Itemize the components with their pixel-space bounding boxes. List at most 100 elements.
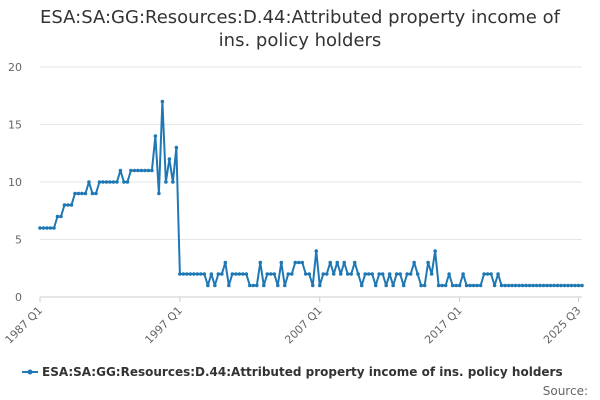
data-point[interactable]: [433, 249, 437, 253]
data-point[interactable]: [97, 180, 102, 184]
data-point[interactable]: [349, 272, 354, 276]
data-point[interactable]: [216, 272, 221, 276]
data-point[interactable]: [457, 283, 462, 288]
data-point[interactable]: [164, 180, 168, 184]
data-point[interactable]: [496, 272, 500, 276]
data-point[interactable]: [422, 283, 427, 288]
data-point[interactable]: [52, 226, 56, 230]
data-point[interactable]: [66, 203, 70, 207]
data-point[interactable]: [482, 272, 486, 276]
data-point[interactable]: [345, 272, 350, 276]
data-point[interactable]: [328, 260, 333, 265]
data-point[interactable]: [101, 180, 105, 184]
data-point[interactable]: [527, 283, 532, 288]
data-point[interactable]: [384, 283, 388, 288]
data-point[interactable]: [510, 283, 514, 288]
data-point[interactable]: [300, 260, 305, 265]
data-point[interactable]: [331, 272, 336, 276]
data-point[interactable]: [129, 168, 133, 173]
data-point[interactable]: [275, 283, 280, 288]
data-point[interactable]: [202, 272, 207, 276]
data-point[interactable]: [373, 283, 378, 288]
data-point[interactable]: [436, 283, 441, 288]
data-point[interactable]: [394, 272, 399, 276]
data-point[interactable]: [254, 283, 259, 288]
data-point[interactable]: [566, 283, 570, 288]
data-point[interactable]: [380, 272, 385, 276]
data-point[interactable]: [209, 272, 214, 276]
data-point[interactable]: [59, 214, 63, 219]
data-point[interactable]: [454, 283, 458, 288]
data-point[interactable]: [408, 272, 413, 276]
data-point[interactable]: [534, 283, 539, 288]
data-point[interactable]: [545, 283, 549, 288]
data-point[interactable]: [286, 272, 291, 276]
data-point[interactable]: [220, 272, 224, 276]
data-point[interactable]: [118, 168, 123, 173]
data-point[interactable]: [55, 214, 60, 219]
data-point[interactable]: [471, 283, 476, 288]
data-point[interactable]: [321, 272, 326, 276]
data-point[interactable]: [73, 191, 77, 196]
data-point[interactable]: [335, 260, 340, 265]
data-point[interactable]: [265, 272, 270, 276]
data-point[interactable]: [83, 191, 88, 196]
data-point[interactable]: [62, 203, 67, 207]
data-point[interactable]: [261, 283, 266, 288]
data-point[interactable]: [338, 272, 343, 276]
data-point[interactable]: [234, 272, 238, 276]
data-point[interactable]: [580, 283, 584, 288]
data-point[interactable]: [475, 283, 479, 288]
data-point[interactable]: [524, 283, 528, 288]
data-point[interactable]: [569, 283, 574, 288]
data-point[interactable]: [468, 283, 472, 288]
data-point[interactable]: [143, 168, 147, 173]
data-point[interactable]: [195, 272, 200, 276]
data-point[interactable]: [223, 260, 228, 265]
data-point[interactable]: [443, 283, 448, 288]
data-point[interactable]: [401, 283, 406, 288]
data-point[interactable]: [279, 260, 284, 265]
data-point[interactable]: [167, 157, 172, 161]
data-point[interactable]: [317, 283, 322, 288]
data-point[interactable]: [478, 283, 483, 288]
data-point[interactable]: [136, 168, 140, 173]
data-point[interactable]: [251, 283, 256, 288]
data-point[interactable]: [517, 283, 521, 288]
data-point[interactable]: [185, 272, 189, 276]
data-point[interactable]: [213, 283, 217, 288]
data-point[interactable]: [520, 283, 525, 288]
data-point[interactable]: [258, 260, 263, 265]
data-point[interactable]: [171, 180, 175, 184]
data-point[interactable]: [461, 272, 465, 276]
data-point[interactable]: [87, 180, 91, 184]
data-point[interactable]: [90, 191, 95, 196]
data-point[interactable]: [69, 203, 74, 207]
data-point[interactable]: [356, 272, 361, 276]
data-point[interactable]: [450, 283, 455, 288]
data-point[interactable]: [377, 272, 381, 276]
data-point[interactable]: [132, 168, 137, 173]
data-point[interactable]: [303, 272, 308, 276]
data-point[interactable]: [272, 272, 277, 276]
data-point[interactable]: [248, 283, 252, 288]
data-point[interactable]: [268, 272, 273, 276]
legend[interactable]: ESA:SA:GG:Resources:D.44:Attributed prop…: [22, 365, 563, 379]
data-point[interactable]: [489, 272, 493, 276]
data-point[interactable]: [555, 283, 560, 288]
data-point[interactable]: [419, 283, 423, 288]
data-point[interactable]: [398, 272, 402, 276]
data-point[interactable]: [464, 283, 469, 288]
data-point[interactable]: [206, 283, 210, 288]
data-point[interactable]: [548, 283, 553, 288]
data-point[interactable]: [199, 272, 203, 276]
data-point[interactable]: [552, 283, 556, 288]
data-point[interactable]: [513, 283, 518, 288]
data-point[interactable]: [352, 260, 357, 265]
data-point[interactable]: [160, 99, 165, 104]
data-point[interactable]: [146, 168, 151, 173]
data-point[interactable]: [447, 272, 451, 276]
data-point[interactable]: [576, 283, 581, 288]
data-point[interactable]: [38, 226, 42, 230]
data-point[interactable]: [94, 191, 98, 196]
